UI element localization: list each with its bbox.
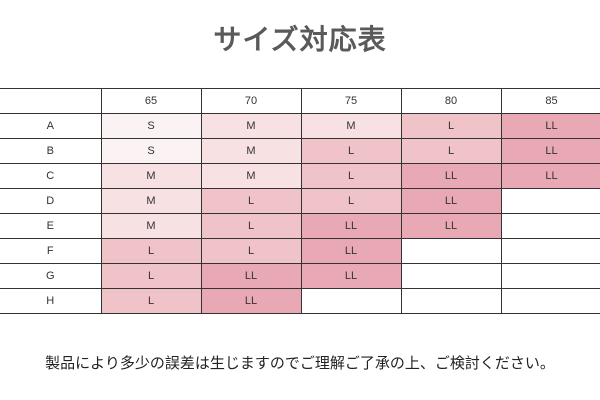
size-cell: LL bbox=[500, 113, 600, 139]
table-row: D M L L LL bbox=[0, 188, 600, 214]
row-header: G bbox=[0, 263, 102, 289]
size-cell bbox=[500, 263, 600, 289]
table-row: C M M L LL LL bbox=[0, 163, 600, 189]
size-cell: M bbox=[100, 188, 202, 214]
header-row: 65 70 75 80 85 bbox=[0, 88, 600, 114]
table-row: B S M L L LL bbox=[0, 138, 600, 164]
table-row: G L LL LL bbox=[0, 263, 600, 289]
size-cell: M bbox=[200, 138, 302, 164]
size-cell: M bbox=[200, 163, 302, 189]
table-row: F L L LL bbox=[0, 238, 600, 264]
size-cell: LL bbox=[300, 263, 402, 289]
table-row: E M L LL LL bbox=[0, 213, 600, 239]
size-cell: L bbox=[100, 288, 202, 314]
table-row: A S M M L LL bbox=[0, 113, 600, 139]
table-row: H L LL bbox=[0, 288, 600, 314]
column-header: 85 bbox=[500, 88, 600, 114]
size-cell: LL bbox=[300, 213, 402, 239]
size-cell: L bbox=[300, 163, 402, 189]
column-header: 70 bbox=[200, 88, 302, 114]
size-cell: M bbox=[300, 113, 402, 139]
row-header: A bbox=[0, 113, 102, 139]
size-cell: S bbox=[100, 113, 202, 139]
size-cell: LL bbox=[200, 263, 302, 289]
size-cell bbox=[500, 213, 600, 239]
size-chart-table: 65 70 75 80 85 A S M M L LL B S M L L LL C M M L LL LL D M L L LL E M… bbox=[0, 88, 600, 314]
column-header: 75 bbox=[300, 88, 402, 114]
size-cell bbox=[400, 263, 502, 289]
size-cell: LL bbox=[500, 138, 600, 164]
size-cell bbox=[500, 288, 600, 314]
size-cell bbox=[400, 288, 502, 314]
size-cell: L bbox=[100, 238, 202, 264]
size-cell: L bbox=[400, 138, 502, 164]
size-cell: L bbox=[200, 188, 302, 214]
size-cell: LL bbox=[400, 163, 502, 189]
size-cell bbox=[300, 288, 402, 314]
size-cell: L bbox=[300, 138, 402, 164]
size-cell: L bbox=[200, 213, 302, 239]
corner-cell bbox=[0, 88, 102, 114]
size-cell: LL bbox=[400, 213, 502, 239]
size-cell: L bbox=[400, 113, 502, 139]
disclaimer-text: 製品により多少の誤差は生じますのでご理解ご了承の上、ご検討ください。 bbox=[45, 354, 555, 372]
size-cell bbox=[500, 238, 600, 264]
row-header: E bbox=[0, 213, 102, 239]
page-title: サイズ対応表 bbox=[213, 23, 387, 56]
size-cell: LL bbox=[200, 288, 302, 314]
row-header: D bbox=[0, 188, 102, 214]
size-cell: L bbox=[100, 263, 202, 289]
column-header: 80 bbox=[400, 88, 502, 114]
size-cell: M bbox=[100, 163, 202, 189]
size-cell: LL bbox=[300, 238, 402, 264]
size-cell: L bbox=[200, 238, 302, 264]
row-header: H bbox=[0, 288, 102, 314]
column-header: 65 bbox=[100, 88, 202, 114]
size-cell: S bbox=[100, 138, 202, 164]
size-cell: LL bbox=[500, 163, 600, 189]
row-header: C bbox=[0, 163, 102, 189]
row-header: B bbox=[0, 138, 102, 164]
size-cell: L bbox=[300, 188, 402, 214]
size-cell: M bbox=[200, 113, 302, 139]
size-cell bbox=[400, 238, 502, 264]
row-header: F bbox=[0, 238, 102, 264]
size-cell bbox=[500, 188, 600, 214]
size-cell: LL bbox=[400, 188, 502, 214]
size-cell: M bbox=[100, 213, 202, 239]
